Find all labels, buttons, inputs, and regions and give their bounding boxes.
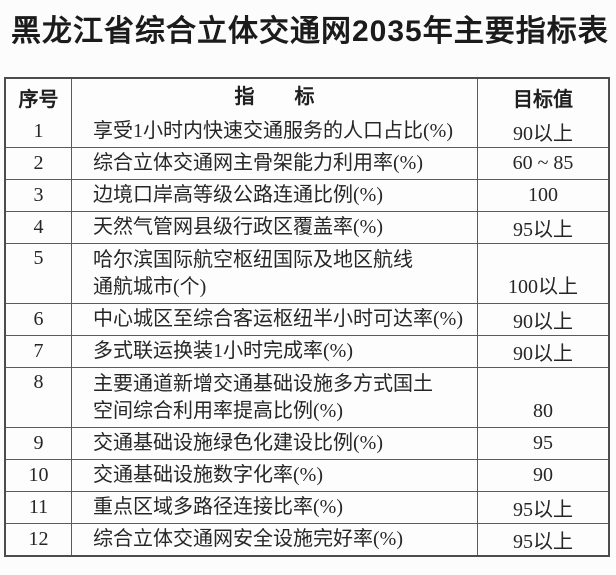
row-indicator: 多式联运换装1小时完成率(%) [72, 336, 478, 367]
row-target: 90以上 [513, 343, 573, 365]
row-target: 95以上 [513, 219, 573, 241]
header-indicator: 指 标 [72, 79, 478, 115]
row-indicator: 交通基础设施数字化率(%) [72, 460, 478, 491]
row-indicator: 交通基础设施绿色化建设比例(%) [72, 428, 478, 459]
table-header-row: 序号 指 标 目标值 [6, 79, 608, 115]
page-title: 黑龙江省综合立体交通网2035年主要指标表 [11, 15, 609, 48]
row-target: 80 [533, 400, 553, 422]
table-row: 10 交通基础设施数字化率(%) 90 [6, 459, 608, 491]
header-target: 目标值 [513, 88, 573, 111]
table-row: 11 重点区域多路径连接比率(%) 95以上 [6, 491, 608, 523]
row-indicator: 边境口岸高等级公路连通比例(%) [72, 180, 478, 211]
row-indicator: 享受1小时内快速交通服务的人口占比(%) [72, 115, 478, 147]
header-index: 序号 [6, 79, 72, 115]
row-target: 60 ~ 85 [512, 152, 574, 174]
table-row: 5 哈尔滨国际航空枢纽国际及地区航线 通航城市(个) 100以上 [6, 243, 608, 303]
row-target: 90 [533, 464, 553, 486]
row-index: 3 [6, 180, 72, 211]
table-row: 12 综合立体交通网安全设施完好率(%) 95以上 [6, 523, 608, 555]
row-index: 10 [6, 460, 72, 491]
row-target: 95 [533, 432, 553, 454]
row-index: 4 [6, 212, 72, 243]
row-indicator: 哈尔滨国际航空枢纽国际及地区航线 通航城市(个) [72, 244, 478, 303]
row-index: 12 [6, 524, 72, 555]
row-target: 95以上 [513, 531, 573, 553]
row-target: 90以上 [513, 122, 573, 145]
row-indicator: 综合立体交通网主骨架能力利用率(%) [72, 148, 478, 179]
row-indicator: 综合立体交通网安全设施完好率(%) [72, 524, 478, 555]
table-row: 7 多式联运换装1小时完成率(%) 90以上 [6, 335, 608, 367]
indicators-table: 序号 指 标 目标值 1 享受1小时内快速交通服务的人口占比(%) 90以上 2 综合立… [4, 77, 610, 557]
table-row: 3 边境口岸高等级公路连通比例(%) 100 [6, 179, 608, 211]
document-page: 黑龙江省综合立体交通网2035年主要指标表 序号 指 标 目标值 1 享受1小时内… [0, 14, 616, 575]
table-row: 6 中心城区至综合客运枢纽半小时可达率(%) 90以上 [6, 303, 608, 335]
row-indicator: 重点区域多路径连接比率(%) [72, 492, 478, 523]
row-target: 95以上 [513, 499, 573, 521]
row-index: 9 [6, 428, 72, 459]
row-indicator: 主要通道新增交通基础设施多方式国土 空间综合利用率提高比例(%) [72, 368, 478, 427]
row-indicator: 中心城区至综合客运枢纽半小时可达率(%) [72, 304, 478, 335]
table-row: 4 天然气管网县级行政区覆盖率(%) 95以上 [6, 211, 608, 243]
table-row: 2 综合立体交通网主骨架能力利用率(%) 60 ~ 85 [6, 147, 608, 179]
row-index: 8 [6, 368, 72, 427]
row-index: 1 [6, 115, 72, 147]
table-row: 8 主要通道新增交通基础设施多方式国土 空间综合利用率提高比例(%) 80 [6, 367, 608, 427]
table-row: 1 享受1小时内快速交通服务的人口占比(%) 90以上 [6, 115, 608, 147]
row-target: 100以上 [508, 276, 578, 298]
row-index: 6 [6, 304, 72, 335]
row-index: 2 [6, 148, 72, 179]
table-body: 1 享受1小时内快速交通服务的人口占比(%) 90以上 2 综合立体交通网主骨架能力利用… [6, 115, 608, 555]
row-index: 11 [6, 492, 72, 523]
row-index: 7 [6, 336, 72, 367]
row-index: 5 [6, 244, 72, 303]
row-indicator: 天然气管网县级行政区覆盖率(%) [72, 212, 478, 243]
row-target: 90以上 [513, 311, 573, 333]
row-target: 100 [528, 184, 558, 206]
table-row: 9 交通基础设施绿色化建设比例(%) 95 [6, 427, 608, 459]
